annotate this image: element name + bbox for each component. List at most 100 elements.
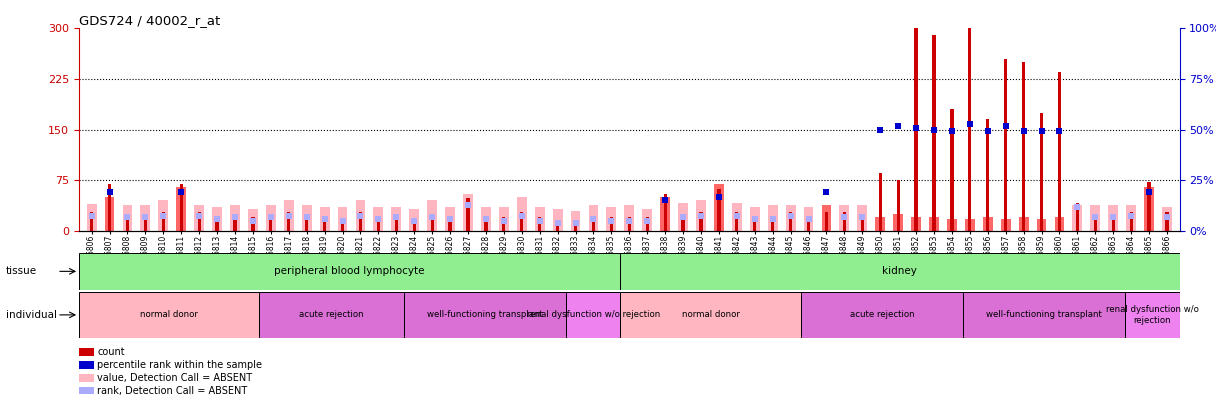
Text: count: count xyxy=(97,347,125,357)
Bar xyxy=(86,204,96,231)
Bar xyxy=(266,205,276,231)
Bar xyxy=(696,200,706,231)
Bar xyxy=(983,217,992,231)
Bar xyxy=(968,28,972,231)
Bar xyxy=(1058,72,1062,231)
Bar xyxy=(1126,205,1136,231)
Bar xyxy=(1004,59,1007,231)
Bar xyxy=(879,173,882,231)
Bar xyxy=(1073,205,1082,231)
Text: percentile rank within the sample: percentile rank within the sample xyxy=(97,360,263,370)
Bar xyxy=(269,214,272,231)
Bar xyxy=(1130,212,1133,231)
Bar xyxy=(287,212,291,231)
Bar xyxy=(233,214,237,231)
Bar xyxy=(283,200,294,231)
Text: acute rejection: acute rejection xyxy=(850,310,914,320)
Bar xyxy=(950,109,953,231)
Bar xyxy=(786,205,795,231)
Bar xyxy=(140,205,151,231)
Bar xyxy=(108,183,111,231)
Bar xyxy=(589,205,598,231)
Bar xyxy=(410,209,420,231)
Bar xyxy=(1108,205,1119,231)
Bar xyxy=(1111,214,1115,231)
Bar xyxy=(195,205,204,231)
Bar xyxy=(896,180,900,231)
Bar xyxy=(230,205,240,231)
Bar xyxy=(822,205,832,231)
Bar xyxy=(717,189,721,231)
Bar xyxy=(607,207,617,231)
Bar xyxy=(857,205,867,231)
Bar xyxy=(789,212,792,231)
Bar xyxy=(1162,207,1172,231)
Bar xyxy=(620,253,1180,290)
Bar xyxy=(664,194,666,231)
Bar xyxy=(79,253,620,290)
Bar xyxy=(556,221,559,231)
Text: tissue: tissue xyxy=(6,266,38,276)
Bar xyxy=(646,217,649,231)
Bar xyxy=(714,183,724,231)
Bar xyxy=(1148,182,1150,231)
Bar xyxy=(592,216,595,231)
Bar xyxy=(359,212,362,231)
Bar xyxy=(807,216,810,231)
Bar xyxy=(620,292,800,338)
Bar xyxy=(1125,292,1180,338)
Bar xyxy=(180,183,182,231)
Text: rank, Detection Call = ABSENT: rank, Detection Call = ABSENT xyxy=(97,386,248,396)
Bar xyxy=(520,212,523,231)
Bar xyxy=(963,292,1125,338)
Bar xyxy=(377,216,379,231)
Bar xyxy=(753,216,756,231)
Bar xyxy=(699,212,703,231)
Bar xyxy=(574,221,578,231)
Bar xyxy=(79,292,259,338)
Bar xyxy=(929,217,939,231)
Bar xyxy=(642,209,652,231)
Bar xyxy=(804,207,814,231)
Text: kidney: kidney xyxy=(883,266,917,276)
Bar xyxy=(340,219,344,231)
Bar xyxy=(427,200,437,231)
Bar xyxy=(302,205,311,231)
Bar xyxy=(609,217,613,231)
Bar xyxy=(430,214,434,231)
Bar xyxy=(125,214,129,231)
Bar xyxy=(537,217,541,231)
Bar xyxy=(1165,212,1169,231)
Bar xyxy=(876,217,885,231)
Bar xyxy=(1054,217,1064,231)
Bar xyxy=(570,211,580,231)
Text: well-functioning transplant: well-functioning transplant xyxy=(986,310,1102,320)
Bar xyxy=(1144,187,1154,231)
Bar xyxy=(463,194,473,231)
Bar xyxy=(412,219,416,231)
Bar xyxy=(499,207,508,231)
Bar xyxy=(212,207,223,231)
Bar xyxy=(627,217,631,231)
Bar xyxy=(1001,219,1010,231)
Bar xyxy=(502,217,506,231)
Bar xyxy=(986,119,990,231)
Bar xyxy=(933,35,935,231)
Bar xyxy=(162,212,165,231)
Bar xyxy=(252,217,254,231)
Bar xyxy=(105,197,114,231)
Bar xyxy=(259,292,404,338)
Bar xyxy=(197,212,201,231)
Bar xyxy=(736,212,738,231)
Bar xyxy=(338,207,348,231)
Text: renal dysfunction w/o rejection: renal dysfunction w/o rejection xyxy=(527,310,660,320)
Bar xyxy=(1021,62,1025,231)
Bar xyxy=(484,216,488,231)
Bar xyxy=(467,198,469,231)
Bar xyxy=(517,197,527,231)
Bar xyxy=(305,214,309,231)
Text: individual: individual xyxy=(6,310,57,320)
Bar xyxy=(373,207,383,231)
Bar xyxy=(392,207,401,231)
Text: GDS724 / 40002_r_at: GDS724 / 40002_r_at xyxy=(79,14,220,27)
